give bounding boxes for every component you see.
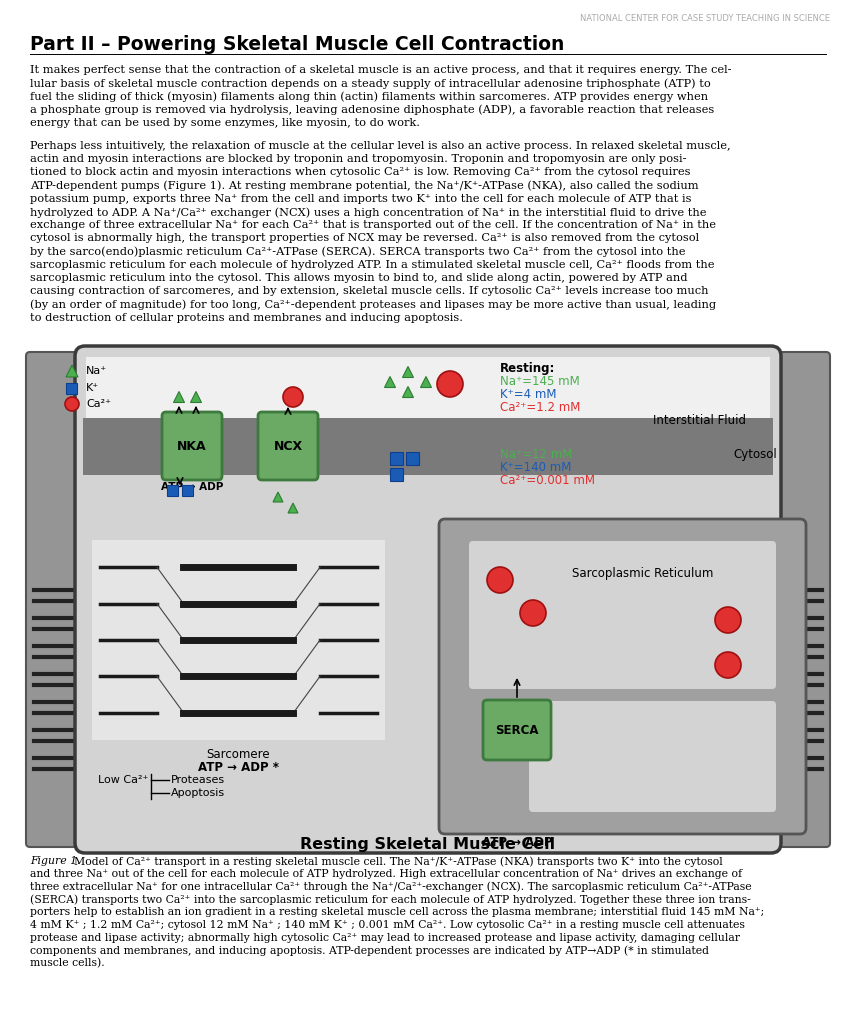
Text: Figure 1.: Figure 1. [30,856,80,866]
Text: Ca²⁺: Ca²⁺ [86,399,111,409]
Text: Cytosol: Cytosol [733,449,777,461]
Bar [390,468,403,480]
Polygon shape [384,377,395,387]
Text: Na⁺=145 mM: Na⁺=145 mM [500,375,580,388]
Text: Na⁺: Na⁺ [86,366,107,376]
Text: porters help to establish an ion gradient in a resting skeletal muscle cell acro: porters help to establish an ion gradien… [30,907,764,918]
FancyBboxPatch shape [439,519,806,834]
FancyBboxPatch shape [469,541,776,689]
FancyBboxPatch shape [483,700,551,760]
Text: Part II – Powering Skeletal Muscle Cell Contraction: Part II – Powering Skeletal Muscle Cell … [30,35,564,54]
Polygon shape [174,391,185,402]
Text: ATP → ADP: ATP → ADP [161,482,223,492]
FancyBboxPatch shape [162,412,222,480]
Text: K⁺: K⁺ [86,383,99,393]
Bar [182,484,193,496]
Text: Model of Ca²⁺ transport in a resting skeletal muscle cell. The Na⁺/K⁺-ATPase (NK: Model of Ca²⁺ transport in a resting ske… [74,856,722,866]
Text: Sarcomere: Sarcomere [206,748,270,761]
Text: lular basis of skeletal muscle contraction depends on a steady supply of intrace: lular basis of skeletal muscle contracti… [30,78,710,89]
Text: It makes perfect sense that the contraction of a skeletal muscle is an active pr: It makes perfect sense that the contract… [30,65,732,75]
Text: Resting Skeletal Muscle Cell: Resting Skeletal Muscle Cell [300,837,556,852]
Text: Na⁺=12 mM: Na⁺=12 mM [500,449,573,461]
Polygon shape [273,492,283,502]
Text: Low Ca²⁺: Low Ca²⁺ [98,775,148,785]
FancyBboxPatch shape [258,412,318,480]
Text: Perhaps less intuitively, the relaxation of muscle at the cellular level is also: Perhaps less intuitively, the relaxation… [30,141,731,151]
Text: muscle cells).: muscle cells). [30,958,104,969]
Text: energy that can be used by some enzymes, like myosin, to do work.: energy that can be used by some enzymes,… [30,118,420,128]
Text: exchange of three extracellular Na⁺ for each Ca²⁺ that is transported out of the: exchange of three extracellular Na⁺ for … [30,220,716,230]
Text: K⁺=4 mM: K⁺=4 mM [500,388,556,401]
Polygon shape [402,386,413,397]
Text: ATP → ADP *: ATP → ADP * [198,761,279,774]
FancyBboxPatch shape [529,701,776,812]
Text: protease and lipase activity; abnormally high cytosolic Ca²⁺ may lead to increas: protease and lipase activity; abnormally… [30,933,740,943]
Polygon shape [420,377,431,387]
Bar [86,357,770,418]
Bar [67,383,78,393]
Text: components and membranes, and inducing apoptosis. ATP-dependent processes are in: components and membranes, and inducing a… [30,945,709,956]
Text: 4 mM K⁺ ; 1.2 mM Ca²⁺; cytosol 12 mM Na⁺ ; 140 mM K⁺ ; 0.001 mM Ca²⁺. Low cytoso: 4 mM K⁺ ; 1.2 mM Ca²⁺; cytosol 12 mM Na⁺… [30,920,745,930]
Text: NATIONAL CENTER FOR CASE STUDY TEACHING IN SCIENCE: NATIONAL CENTER FOR CASE STUDY TEACHING … [580,14,830,23]
Text: ATP-dependent pumps (Figure 1). At resting membrane potential, the Na⁺/K⁺-ATPase: ATP-dependent pumps (Figure 1). At resti… [30,180,698,191]
Circle shape [437,371,463,397]
Bar [390,452,403,465]
FancyBboxPatch shape [26,352,99,847]
Text: hydrolyzed to ADP. A Na⁺/Ca²⁺ exchanger (NCX) uses a high concentration of Na⁺ i: hydrolyzed to ADP. A Na⁺/Ca²⁺ exchanger … [30,207,706,217]
Text: ATP → ADP: ATP → ADP [482,836,552,849]
Bar [92,540,385,740]
Bar [407,452,419,465]
FancyBboxPatch shape [75,346,781,853]
Text: actin and myosin interactions are blocked by troponin and tropomyosin. Troponin : actin and myosin interactions are blocke… [30,155,687,164]
Text: Apoptosis: Apoptosis [171,788,225,798]
Text: Interstitial Fluid: Interstitial Fluid [653,414,746,427]
Text: NCX: NCX [273,439,302,453]
Text: sarcoplasmic reticulum for each molecule of hydrolyzed ATP. In a stimulated skel: sarcoplasmic reticulum for each molecule… [30,260,715,269]
Circle shape [520,600,546,626]
Text: (by an order of magnitude) for too long, Ca²⁺-dependent proteases and lipases ma: (by an order of magnitude) for too long,… [30,299,716,310]
Text: Ca²⁺=0.001 mM: Ca²⁺=0.001 mM [500,474,595,487]
Bar [168,484,179,496]
Polygon shape [191,391,201,402]
Text: sarcoplasmic reticulum into the cytosol. This allows myosin to bind to, and slid: sarcoplasmic reticulum into the cytosol.… [30,273,687,283]
Text: a phosphate group is removed via hydrolysis, leaving adenosine diphosphate (ADP): a phosphate group is removed via hydroly… [30,104,714,115]
Circle shape [65,397,79,411]
Text: tioned to block actin and myosin interactions when cytosolic Ca²⁺ is low. Removi: tioned to block actin and myosin interac… [30,167,691,177]
Polygon shape [288,503,298,513]
Text: and three Na⁺ out of the cell for each molecule of ATP hydrolyzed. High extracel: and three Na⁺ out of the cell for each m… [30,868,742,879]
Circle shape [283,387,303,407]
Text: causing contraction of sarcomeres, and by extension, skeletal muscle cells. If c: causing contraction of sarcomeres, and b… [30,286,709,296]
FancyBboxPatch shape [757,352,830,847]
Bar [83,418,773,475]
Text: by the sarco(endo)plasmic reticulum Ca²⁺-ATPase (SERCA). SERCA transports two Ca: by the sarco(endo)plasmic reticulum Ca²⁺… [30,247,686,257]
Text: K⁺=140 mM: K⁺=140 mM [500,461,571,474]
Text: SERCA: SERCA [496,724,538,736]
Circle shape [715,607,741,633]
Text: fuel the sliding of thick (myosin) filaments along thin (actin) filaments within: fuel the sliding of thick (myosin) filam… [30,91,708,102]
Text: Sarcoplasmic Reticulum: Sarcoplasmic Reticulum [572,567,713,580]
Text: Ca²⁺=1.2 mM: Ca²⁺=1.2 mM [500,401,580,414]
Text: potassium pump, exports three Na⁺ from the cell and imports two K⁺ into the cell: potassium pump, exports three Na⁺ from t… [30,194,692,204]
Circle shape [487,567,513,593]
Polygon shape [402,367,413,378]
Text: NKA: NKA [177,439,207,453]
Text: to destruction of cellular proteins and membranes and inducing apoptosis.: to destruction of cellular proteins and … [30,312,463,323]
Polygon shape [66,365,78,377]
Text: (SERCA) transports two Ca²⁺ into the sarcoplasmic reticulum for each molecule of: (SERCA) transports two Ca²⁺ into the sar… [30,894,751,905]
Text: Resting:: Resting: [500,362,556,375]
Circle shape [715,652,741,678]
Text: Proteases: Proteases [171,775,225,785]
Text: cytosol is abnormally high, the transport properties of NCX may be reversed. Ca²: cytosol is abnormally high, the transpor… [30,233,699,244]
Text: three extracellular Na⁺ for one intracellular Ca²⁺ through the Na⁺/Ca²⁺-exchange: three extracellular Na⁺ for one intracel… [30,882,752,892]
